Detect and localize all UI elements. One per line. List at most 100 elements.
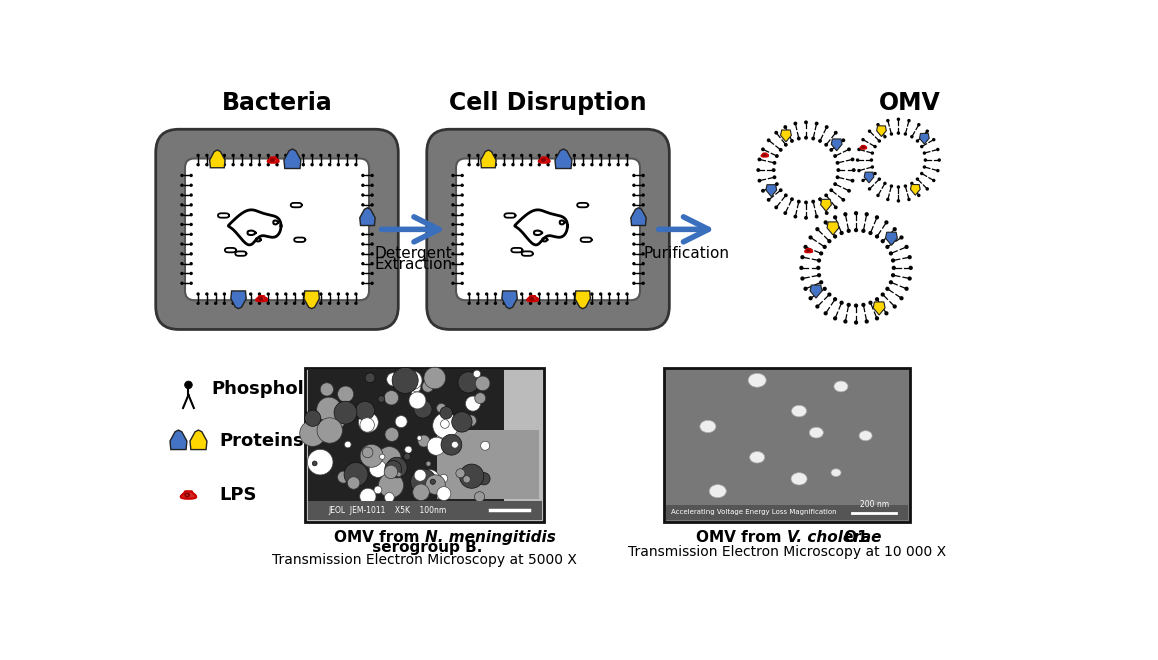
Polygon shape: [576, 291, 591, 309]
Circle shape: [581, 154, 585, 157]
Circle shape: [320, 302, 323, 305]
Text: V. cholerae: V. cholerae: [786, 529, 881, 544]
Circle shape: [625, 154, 629, 157]
Circle shape: [581, 302, 585, 305]
Circle shape: [804, 201, 808, 205]
Circle shape: [232, 163, 235, 166]
Circle shape: [833, 297, 837, 302]
Circle shape: [843, 319, 848, 323]
Circle shape: [362, 451, 380, 468]
Polygon shape: [811, 285, 822, 298]
Ellipse shape: [859, 431, 872, 441]
Text: serogroup B.: serogroup B.: [367, 541, 483, 556]
Circle shape: [411, 469, 437, 495]
Circle shape: [452, 203, 455, 207]
Circle shape: [900, 236, 903, 240]
Circle shape: [405, 446, 412, 453]
Bar: [437, 430, 540, 499]
Polygon shape: [170, 430, 186, 449]
Circle shape: [936, 148, 939, 151]
Text: JEOL  JEM-1011    X5K    100nm: JEOL JEM-1011 X5K 100nm: [329, 506, 447, 515]
Circle shape: [334, 401, 357, 424]
Circle shape: [452, 223, 455, 226]
Circle shape: [938, 158, 941, 162]
Circle shape: [384, 461, 402, 477]
Circle shape: [908, 255, 911, 259]
Text: Extraction: Extraction: [374, 257, 453, 272]
Circle shape: [529, 163, 533, 166]
Circle shape: [328, 163, 331, 166]
Circle shape: [190, 223, 193, 226]
Circle shape: [793, 214, 798, 218]
Circle shape: [632, 203, 636, 207]
Circle shape: [884, 135, 887, 139]
Circle shape: [564, 292, 567, 296]
Circle shape: [547, 163, 550, 166]
FancyBboxPatch shape: [427, 129, 669, 329]
Circle shape: [197, 163, 200, 166]
Text: OMV from: OMV from: [335, 529, 425, 544]
Text: Transmission Electron Microscopy at 5000 X: Transmission Electron Microscopy at 5000…: [272, 553, 578, 567]
Circle shape: [824, 193, 828, 197]
Circle shape: [608, 292, 611, 296]
Circle shape: [214, 154, 218, 157]
Circle shape: [804, 286, 807, 291]
Circle shape: [440, 420, 449, 428]
Circle shape: [205, 163, 208, 166]
Circle shape: [917, 193, 921, 197]
Circle shape: [461, 213, 464, 216]
Circle shape: [842, 139, 845, 142]
Circle shape: [276, 154, 279, 157]
Circle shape: [313, 461, 317, 466]
Polygon shape: [919, 133, 929, 144]
Circle shape: [880, 292, 885, 296]
Circle shape: [829, 188, 834, 192]
Circle shape: [181, 272, 184, 275]
Circle shape: [591, 292, 594, 296]
Circle shape: [258, 302, 262, 305]
Circle shape: [816, 258, 821, 263]
Circle shape: [181, 262, 184, 265]
Circle shape: [903, 132, 907, 136]
Circle shape: [345, 302, 349, 305]
Circle shape: [599, 154, 602, 157]
Circle shape: [468, 292, 471, 296]
Circle shape: [581, 163, 585, 166]
Circle shape: [824, 143, 828, 147]
Circle shape: [387, 457, 408, 478]
Circle shape: [474, 370, 481, 378]
Circle shape: [815, 304, 820, 309]
Circle shape: [632, 272, 636, 275]
Text: Accelerating Voltage Energy Loss Magnification: Accelerating Voltage Energy Loss Magnifi…: [672, 509, 837, 515]
Circle shape: [378, 395, 384, 403]
Circle shape: [878, 178, 881, 181]
Circle shape: [396, 472, 401, 477]
Circle shape: [181, 183, 184, 187]
Circle shape: [756, 168, 760, 172]
Circle shape: [520, 292, 523, 296]
Circle shape: [642, 252, 645, 255]
Circle shape: [293, 163, 296, 166]
Circle shape: [284, 163, 287, 166]
Circle shape: [822, 286, 827, 291]
Circle shape: [616, 163, 620, 166]
Circle shape: [889, 132, 893, 136]
Polygon shape: [631, 208, 646, 226]
Circle shape: [452, 232, 455, 236]
Circle shape: [493, 292, 497, 296]
Circle shape: [886, 245, 889, 249]
Circle shape: [893, 304, 896, 309]
Polygon shape: [831, 139, 842, 150]
Circle shape: [856, 158, 859, 162]
Circle shape: [632, 262, 636, 265]
Circle shape: [642, 223, 645, 226]
Circle shape: [784, 193, 787, 197]
Circle shape: [875, 234, 879, 239]
Circle shape: [503, 163, 506, 166]
Circle shape: [205, 292, 208, 296]
Circle shape: [891, 273, 895, 277]
Circle shape: [301, 154, 305, 157]
Polygon shape: [501, 291, 518, 309]
Circle shape: [891, 258, 895, 263]
Circle shape: [493, 302, 497, 305]
